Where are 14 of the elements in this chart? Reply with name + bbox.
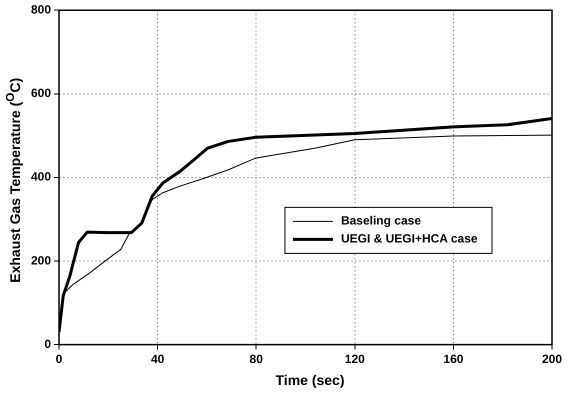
x-tick-label: 200 — [542, 352, 562, 366]
y-tick-label: 800 — [30, 2, 52, 17]
x-tick-label: 120 — [344, 352, 366, 366]
x-tick-label: 160 — [443, 352, 464, 366]
x-tick-label: 40 — [150, 352, 165, 366]
y-tick-label: 200 — [30, 253, 52, 268]
x-axis-title: Time (sec) — [274, 372, 346, 388]
legend-label: UEGI & UEGI+HCA case — [340, 232, 478, 246]
legend-label: Baseling case — [340, 214, 422, 228]
x-tick-label: 0 — [56, 352, 63, 366]
y-tick-label: 400 — [30, 170, 52, 184]
y-tick-label: 600 — [30, 86, 52, 100]
x-tick-label: 80 — [250, 352, 264, 366]
y-tick-label: 0 — [44, 336, 52, 351]
